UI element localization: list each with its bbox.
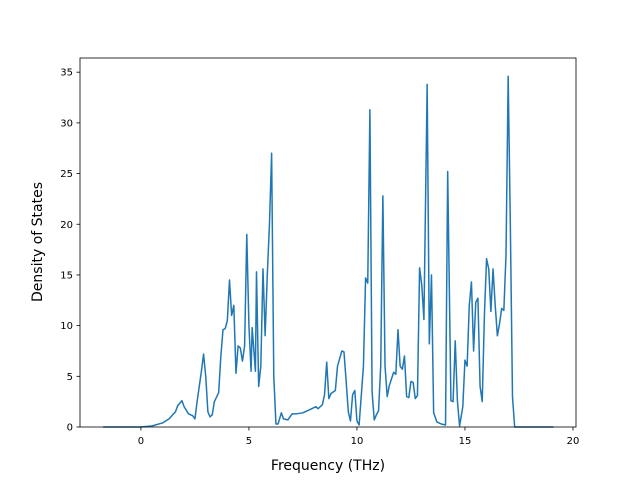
x-tick-label: 0 [138, 436, 144, 447]
plot-frame [79, 57, 577, 428]
y-tick-label: 25 [60, 169, 73, 180]
y-axis-label: Density of States [30, 182, 46, 302]
x-tick-label: 5 [246, 436, 252, 447]
y-tick-label: 15 [60, 270, 73, 281]
x-tick-label: 20 [567, 436, 580, 447]
y-tick-label: 30 [60, 118, 73, 129]
y-tick-label: 5 [67, 372, 73, 383]
y-tick-label: 10 [60, 321, 73, 332]
y-tick-label: 35 [60, 68, 73, 79]
x-tick-label: 10 [351, 436, 364, 447]
data-line [103, 75, 554, 428]
x-tick-label: 15 [459, 436, 472, 447]
y-tick-label: 20 [60, 220, 73, 231]
x-axis-label: Frequency (THz) [271, 458, 385, 474]
y-tick-label: 0 [67, 423, 73, 434]
